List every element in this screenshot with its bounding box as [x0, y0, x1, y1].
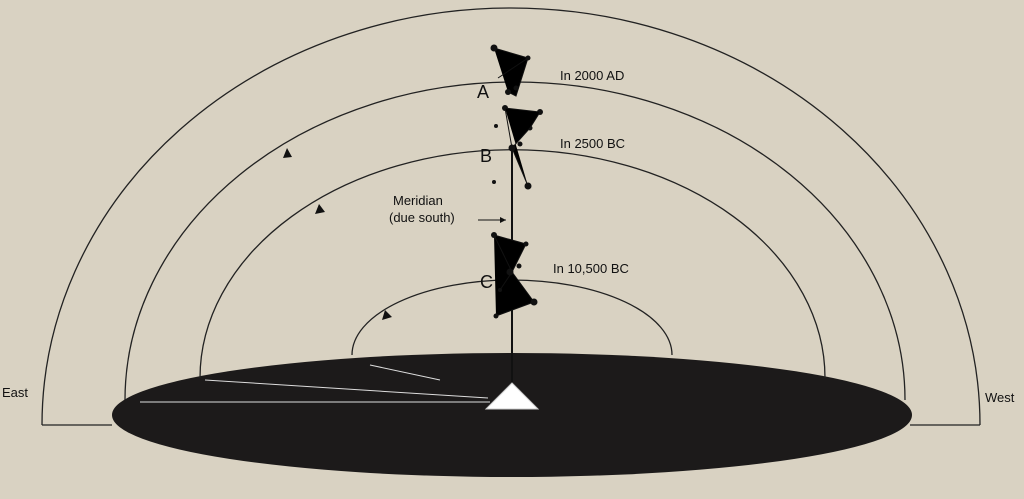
outer-arc [41, 7, 981, 426]
sight-lines [140, 364, 490, 403]
constellation-c [491, 232, 538, 319]
label-c: C [480, 272, 493, 292]
note-a: In 2000 AD [560, 68, 624, 83]
constellation-b [492, 107, 541, 190]
meridian-line-2: (due south) [389, 210, 455, 225]
ground-disk [112, 353, 912, 477]
note-c: In 10,500 BC [553, 261, 629, 276]
meridian-pointer-head [500, 217, 506, 223]
label-a: A [477, 82, 489, 102]
label-east: East [2, 385, 28, 400]
observer [484, 382, 540, 410]
note-b: In 2500 BC [560, 136, 625, 151]
meridian-line-1: Meridian [393, 193, 443, 208]
label-west: West [985, 390, 1015, 405]
label-b: B [480, 146, 492, 166]
